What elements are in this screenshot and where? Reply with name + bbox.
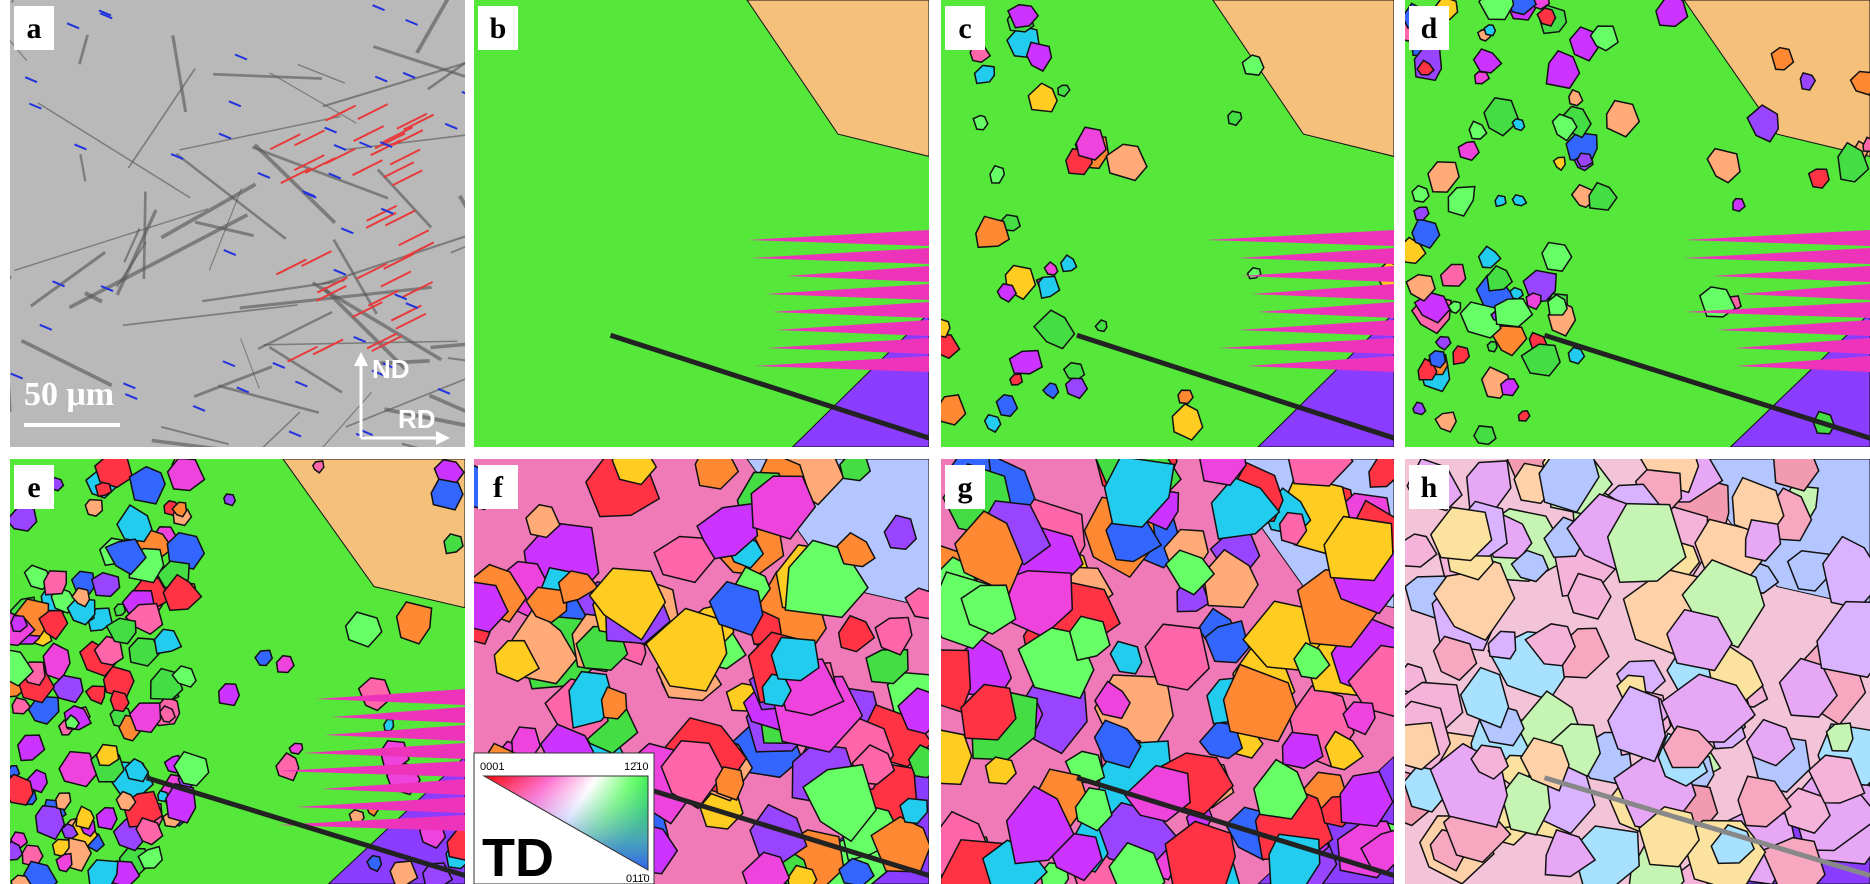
ebsd-panel: e bbox=[0, 452, 481, 884]
deformation-band bbox=[7, 354, 10, 412]
grain bbox=[44, 571, 66, 595]
legend-title: TD bbox=[482, 828, 554, 884]
deformation-band bbox=[0, 276, 11, 324]
grain bbox=[1484, 25, 1495, 36]
ebsd-panel: g bbox=[905, 425, 1429, 884]
grain bbox=[1510, 288, 1523, 299]
grain bbox=[1474, 426, 1496, 444]
ebsd-panel: b bbox=[474, 0, 929, 447]
grain bbox=[1826, 723, 1852, 751]
panel-label: e bbox=[27, 471, 40, 504]
grain bbox=[1429, 351, 1445, 368]
figure: a b c d e f g h 50 μm ND RD 0001 12̄10 011̄0 TD bbox=[0, 0, 1870, 884]
legend-corner: 011̄0 bbox=[626, 873, 650, 884]
scale-bar-label: 50 μm bbox=[24, 376, 114, 413]
panel-label: b bbox=[490, 12, 507, 45]
ebsd-panel: c bbox=[932, 0, 1411, 447]
grain bbox=[1487, 342, 1497, 352]
nd-label: ND bbox=[372, 354, 410, 384]
ebsd-panel: h bbox=[1378, 430, 1870, 884]
grain bbox=[431, 479, 463, 510]
grain bbox=[932, 318, 950, 337]
panel-label: h bbox=[1421, 471, 1438, 504]
panel-label: a bbox=[27, 12, 42, 45]
grain bbox=[1495, 195, 1506, 206]
rd-label: RD bbox=[398, 404, 436, 434]
ebsd-panel: d bbox=[1394, 0, 1870, 447]
grain bbox=[384, 719, 394, 730]
legend-corner: 0001 bbox=[480, 761, 504, 773]
grain bbox=[1577, 153, 1593, 166]
grain bbox=[219, 684, 240, 706]
panel-label: c bbox=[958, 12, 971, 45]
panel-label: g bbox=[958, 471, 973, 504]
grain bbox=[224, 494, 235, 505]
panel-label: d bbox=[1421, 12, 1438, 45]
grain bbox=[85, 500, 102, 517]
legend-corner: 12̄10 bbox=[624, 761, 648, 773]
panel-label: f bbox=[493, 471, 504, 504]
